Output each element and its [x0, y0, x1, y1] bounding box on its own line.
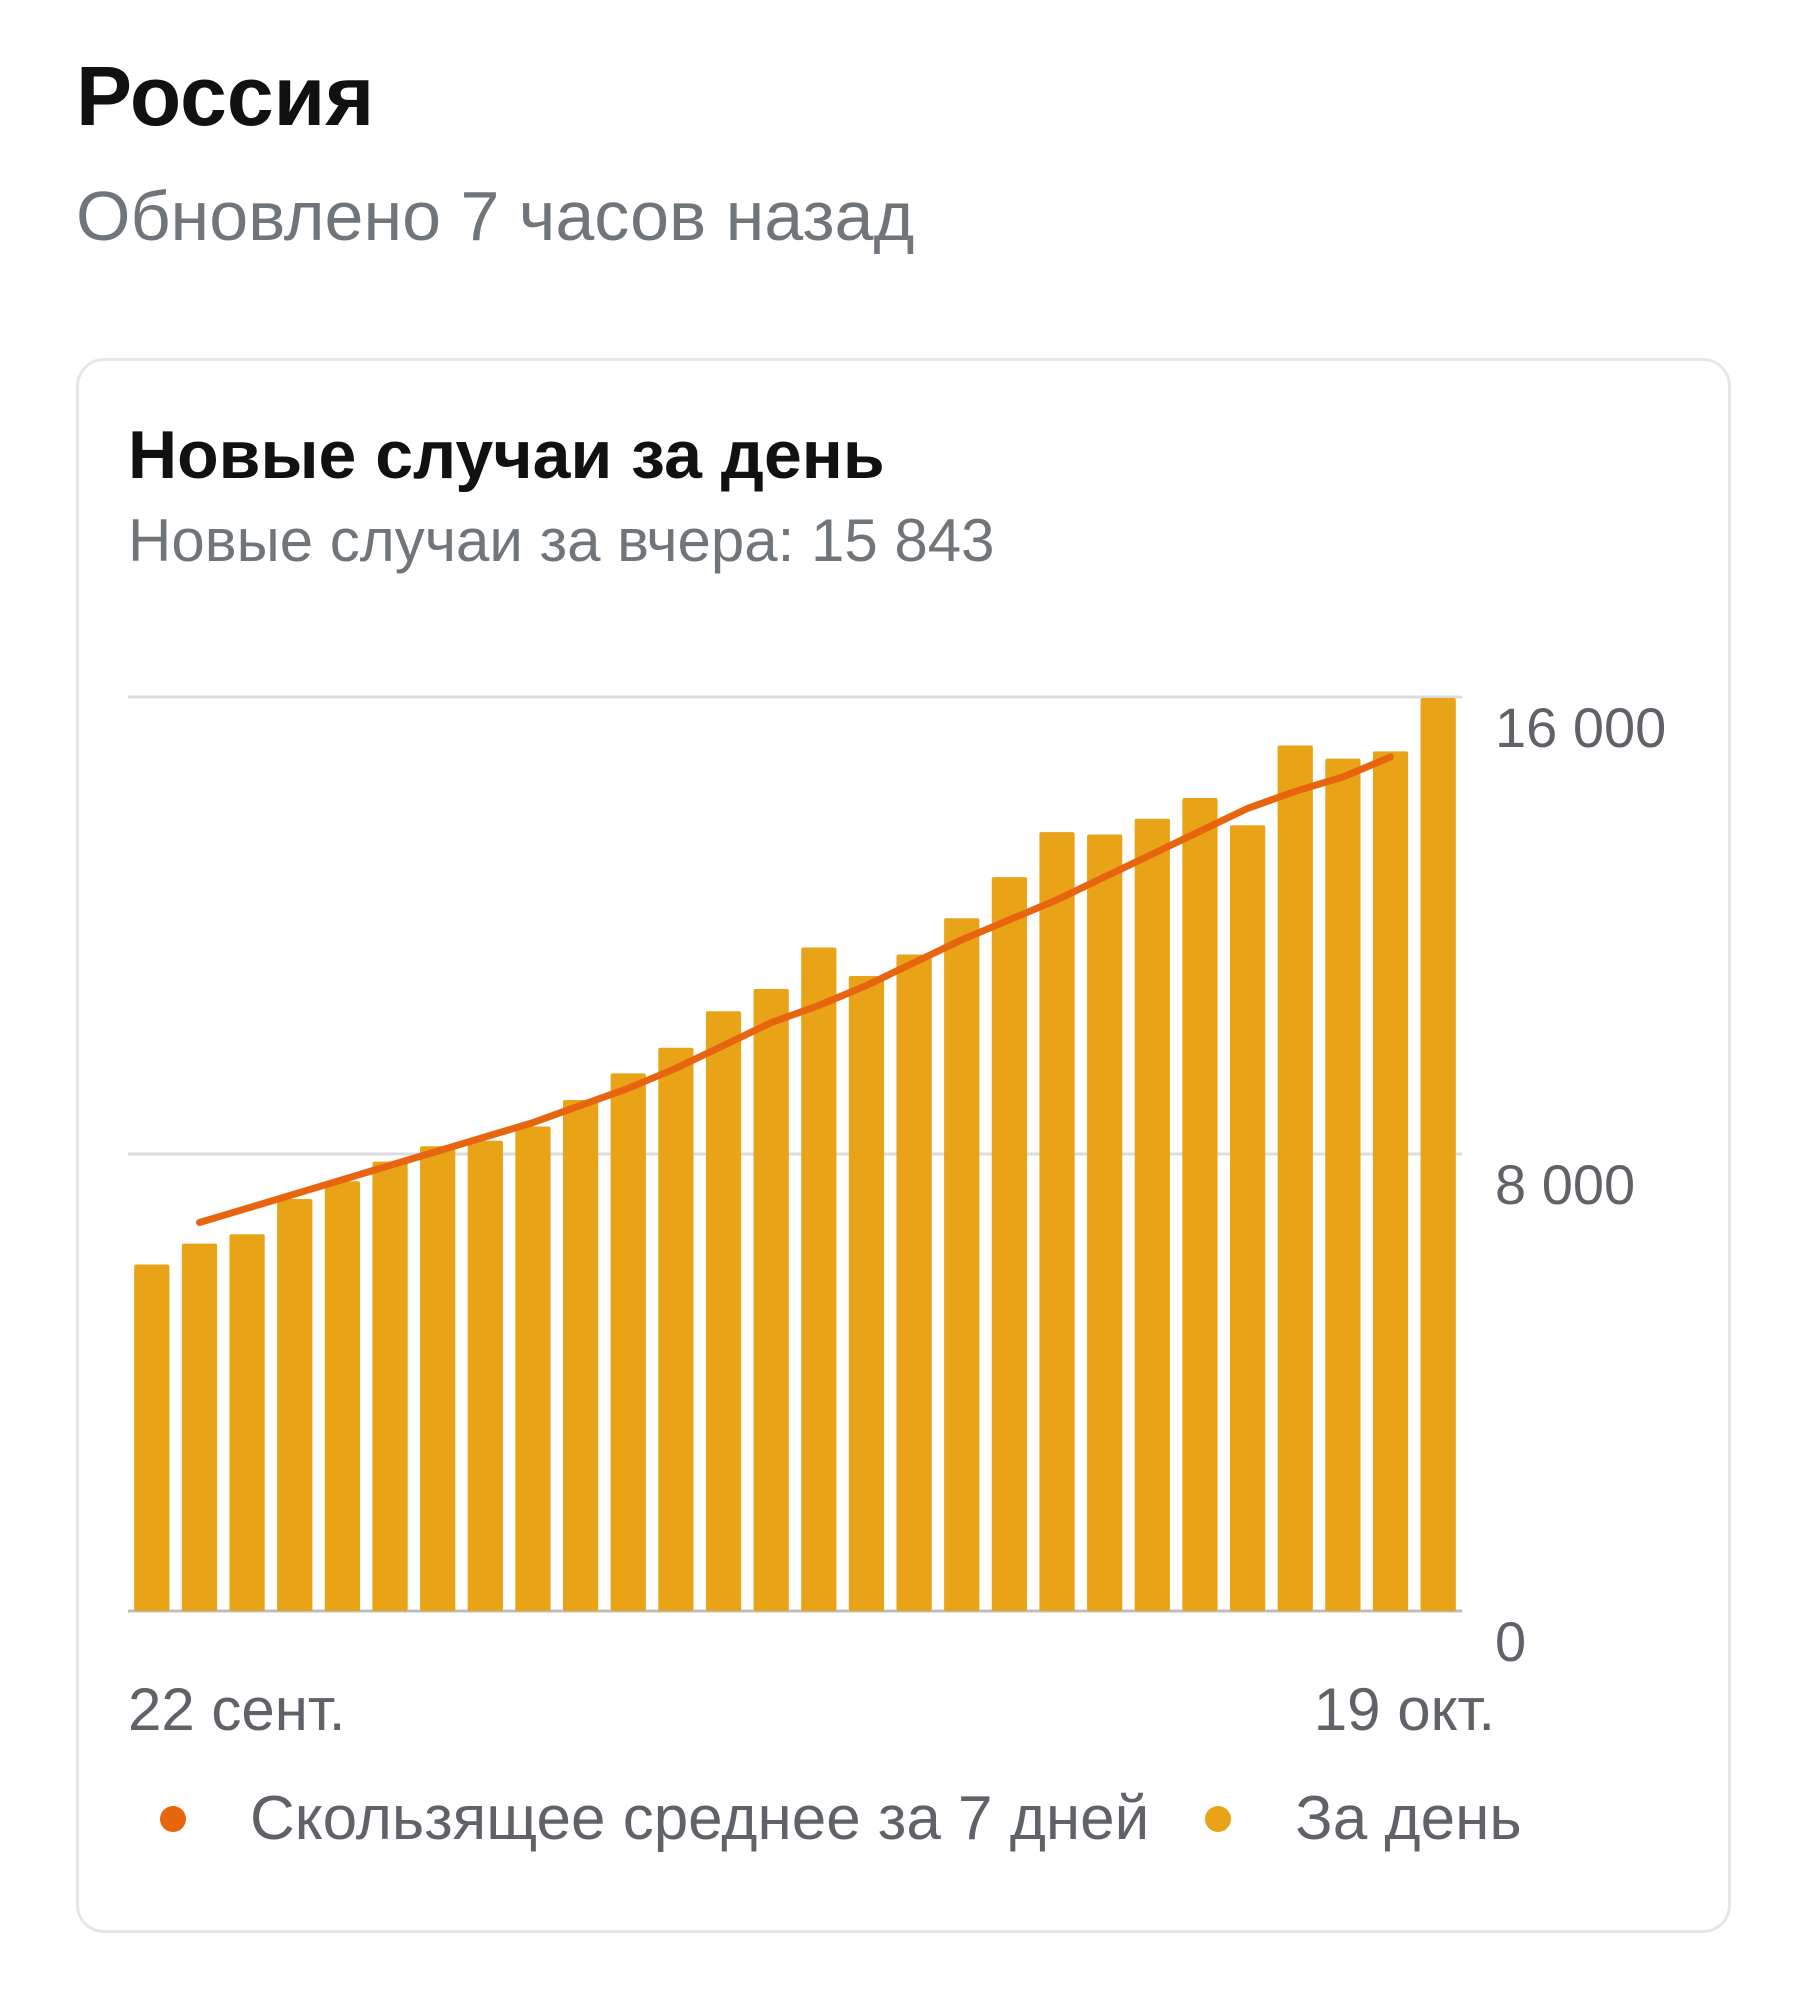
bar [896, 954, 932, 1611]
bar [181, 1243, 218, 1611]
bar [1182, 798, 1218, 1611]
chart-title: Новые случаи за день [128, 417, 885, 493]
bar [705, 1011, 742, 1611]
chart-legend: Скользящее среднее за 7 дней За день [160, 1788, 1522, 1850]
bar [420, 1146, 456, 1611]
bar [324, 1181, 361, 1611]
bar [134, 1264, 170, 1611]
bar [1134, 818, 1170, 1611]
bar [229, 1234, 265, 1611]
bar [277, 1199, 313, 1611]
bar [753, 989, 789, 1611]
bar [1325, 758, 1361, 1611]
y-tick-label: 8 000 [1495, 1153, 1635, 1216]
bar [515, 1126, 551, 1611]
bar [991, 877, 1028, 1611]
bar [944, 918, 980, 1611]
y-tick-label: 0 [1495, 1610, 1526, 1673]
bar [1087, 834, 1123, 1611]
bar [372, 1161, 408, 1611]
bar [1277, 745, 1313, 1611]
bar [1420, 698, 1456, 1611]
bar [562, 1100, 599, 1611]
bar [1039, 832, 1075, 1611]
legend-item-moving-average[interactable]: Скользящее среднее за 7 дней [160, 1788, 1149, 1850]
legend-marker-daily [1205, 1806, 1232, 1832]
page-title: Россия [76, 49, 375, 143]
chart-subtitle: Новые случаи за вчера: 15 843 [128, 507, 995, 574]
legend-item-daily[interactable]: За день [1205, 1784, 1522, 1853]
y-tick-label: 16 000 [1495, 696, 1666, 759]
bar [467, 1140, 503, 1611]
moving-average-line [196, 753, 1394, 1226]
bar [848, 976, 885, 1611]
bar [1229, 825, 1266, 1611]
legend-marker-moving-average [160, 1806, 186, 1832]
legend-label-daily: За день [1295, 1784, 1522, 1853]
legend-label-moving-average: Скользящее среднее за 7 дней [250, 1784, 1150, 1853]
x-tick-label: 22 сент. [128, 1676, 345, 1743]
bar [1372, 751, 1409, 1611]
x-tick-label: 19 окт. [1314, 1676, 1495, 1743]
bar [801, 947, 837, 1611]
new-cases-chart: 16 000 8 000 0 22 сент. 19 окт. [128, 695, 1666, 1743]
bar [610, 1073, 646, 1611]
updated-timestamp: Обновлено 7 часов назад [76, 177, 915, 255]
bar [658, 1047, 694, 1611]
